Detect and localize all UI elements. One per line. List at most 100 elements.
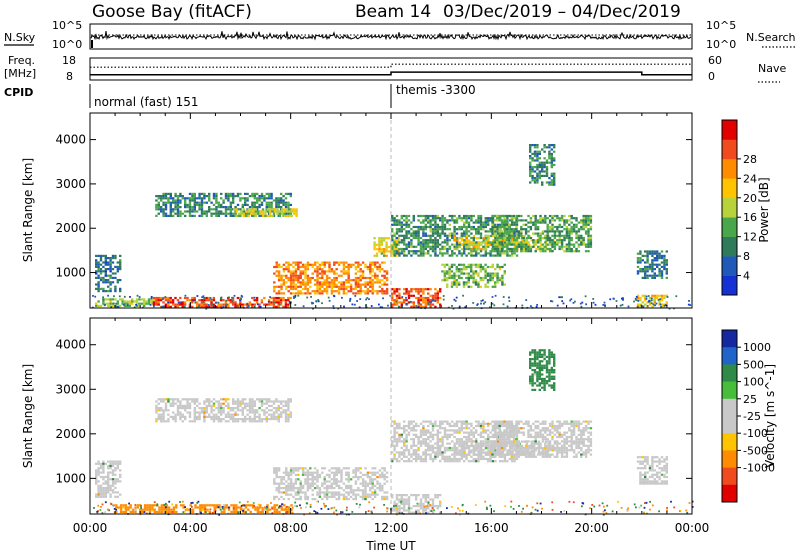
echo-cell <box>102 261 105 264</box>
echo-cell <box>297 285 300 288</box>
echo-cell <box>517 236 521 240</box>
echo-cell <box>407 230 411 233</box>
echo-cell <box>282 263 286 266</box>
echo-cell <box>371 484 374 487</box>
noise-cell <box>162 305 165 308</box>
echo-cell <box>227 402 230 405</box>
echo-cell <box>446 435 449 439</box>
echo-cell <box>342 272 346 275</box>
echo-cell <box>496 232 499 235</box>
echo-cell <box>563 245 566 248</box>
echo-cell <box>395 228 399 231</box>
echo-cell <box>299 292 302 295</box>
echo-cell <box>458 252 461 255</box>
echo-cell <box>515 214 519 218</box>
echo-cell <box>220 203 223 206</box>
echo-cell <box>527 234 530 237</box>
echo-cell <box>318 281 322 284</box>
echo-cell <box>330 290 334 293</box>
echo-cell <box>587 234 590 237</box>
echo-cell <box>212 212 216 215</box>
echo-cell <box>436 228 439 231</box>
echo-cell <box>236 203 240 206</box>
beam-label: Beam 14 <box>355 2 431 22</box>
echo-cell <box>511 440 514 443</box>
echo-cell <box>111 268 115 271</box>
echo-cell <box>299 482 302 485</box>
echo-cell <box>349 478 353 481</box>
echo-cell <box>419 236 423 240</box>
echo-cell <box>283 214 286 218</box>
echo-cell <box>575 236 578 240</box>
echo-cell <box>186 411 189 414</box>
noise-cell <box>288 301 291 303</box>
echo-cell <box>427 301 430 304</box>
echo-cell <box>548 155 551 158</box>
echo-cell <box>295 214 298 218</box>
noise-cell <box>574 300 576 303</box>
echo-cell <box>436 254 439 257</box>
echo-cell <box>381 274 384 277</box>
echo-cell <box>663 268 666 271</box>
noise-cell <box>559 296 562 299</box>
echo-cell <box>316 265 319 269</box>
echo-cell <box>482 455 485 458</box>
echo-cell <box>491 285 494 288</box>
echo-cell <box>395 232 399 235</box>
echo-cell <box>422 460 425 463</box>
echo-cell <box>385 495 389 498</box>
echo-cell <box>527 250 530 253</box>
echo-cell <box>493 239 497 242</box>
echo-cell <box>205 210 208 213</box>
noise-cell <box>550 300 552 302</box>
echo-cell <box>405 288 408 291</box>
echo-cell <box>415 250 418 253</box>
echo-cell <box>328 487 331 490</box>
echo-cell <box>417 299 420 302</box>
echo-cell <box>229 208 232 211</box>
echo-cell <box>349 283 353 286</box>
echo-cell <box>491 279 494 282</box>
echo-cell <box>536 159 539 162</box>
echo-cell <box>434 457 437 461</box>
echo-cell <box>277 263 281 266</box>
echo-cell <box>503 460 507 463</box>
echo-cell <box>371 287 374 291</box>
echo-cell <box>285 480 288 483</box>
echo-cell <box>378 268 382 271</box>
echo-cell <box>333 495 336 498</box>
echo-cell <box>417 228 420 231</box>
echo-cell <box>208 208 211 211</box>
echo-cell <box>489 272 492 275</box>
echo-cell <box>285 210 289 213</box>
echo-cell <box>536 166 539 169</box>
echo-cell <box>116 268 119 271</box>
echo-cell <box>123 300 127 303</box>
echo-cell <box>541 148 544 151</box>
echo-cell <box>266 214 269 218</box>
echo-cell <box>119 265 122 268</box>
echo-cell <box>340 478 343 481</box>
echo-cell <box>387 245 391 249</box>
echo-cell <box>589 225 593 229</box>
noise-cell <box>592 298 595 300</box>
echo-cell <box>455 254 459 257</box>
echo-cell <box>496 279 499 282</box>
echo-cell <box>463 444 466 447</box>
echo-cell <box>306 292 310 295</box>
echo-cell <box>359 489 362 492</box>
echo-cell <box>448 435 451 439</box>
echo-cell <box>383 252 386 255</box>
noise-cell <box>117 305 120 308</box>
echo-cell <box>395 230 399 233</box>
echo-cell <box>284 402 288 405</box>
echo-cell <box>258 197 261 200</box>
echo-cell <box>393 438 396 441</box>
echo-cell <box>405 449 408 452</box>
echo-cell <box>398 453 401 456</box>
echo-cell <box>417 453 420 456</box>
noise-cell <box>354 295 357 297</box>
echo-cell <box>446 272 449 275</box>
echo-cell <box>541 181 544 184</box>
echo-cell <box>431 433 435 436</box>
